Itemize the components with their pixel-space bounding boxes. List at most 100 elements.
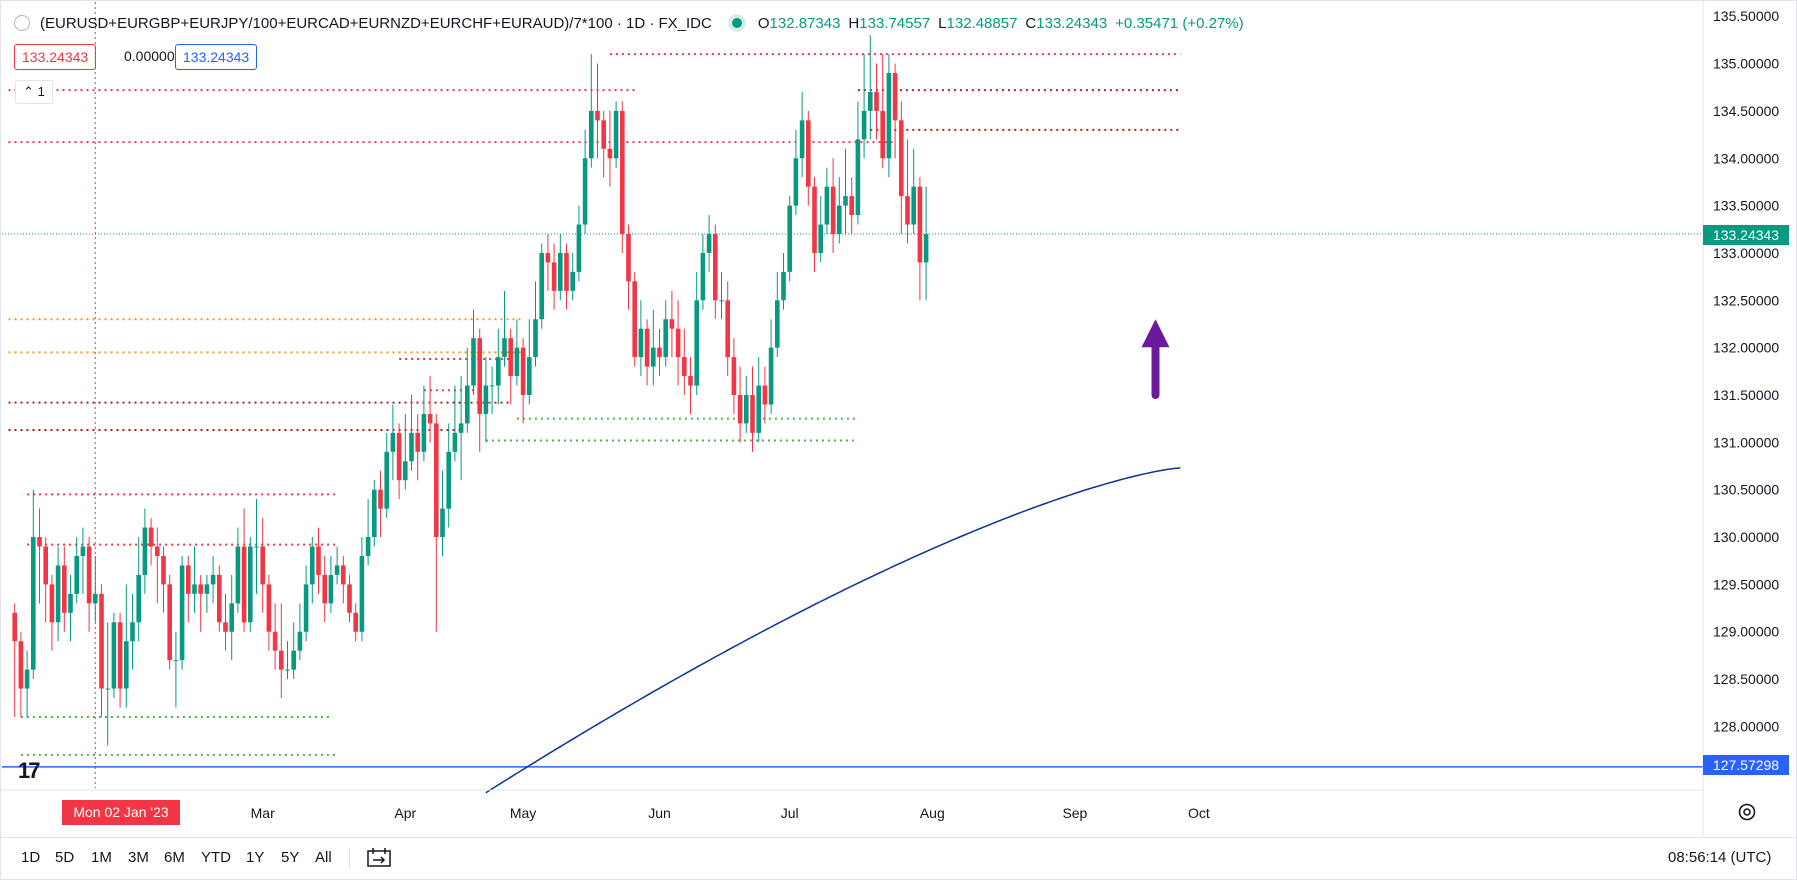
candle-112[interactable] (706, 215, 712, 272)
candle-17[interactable] (117, 612, 123, 708)
candle-106[interactable] (669, 290, 675, 358)
moving-average-line[interactable] (485, 467, 1181, 794)
candle-85[interactable] (539, 243, 544, 329)
range-1d-button[interactable]: 1D (21, 849, 41, 866)
candle-114[interactable] (719, 271, 724, 320)
candle-39[interactable] (254, 499, 259, 594)
candle-21[interactable] (142, 508, 148, 594)
candle-76[interactable] (483, 357, 489, 443)
range-all-button[interactable]: All (315, 849, 332, 866)
candle-91[interactable] (576, 205, 582, 282)
candle-58[interactable] (372, 480, 377, 547)
candle-108[interactable] (682, 328, 687, 395)
candle-18[interactable] (124, 584, 129, 708)
candle-45[interactable] (291, 622, 296, 680)
candle-27[interactable] (179, 555, 185, 670)
candle-113[interactable] (713, 224, 718, 320)
candle-5[interactable] (43, 537, 48, 623)
symbol-logo-icon[interactable] (14, 15, 30, 31)
candle-13[interactable] (93, 555, 98, 623)
candle-129[interactable] (812, 177, 817, 272)
candle-55[interactable] (353, 603, 358, 642)
candle-59[interactable] (378, 470, 383, 538)
candle-104[interactable] (657, 328, 662, 377)
candle-36[interactable] (235, 527, 241, 613)
candle-31[interactable] (204, 574, 210, 613)
candle-49[interactable] (316, 527, 321, 594)
candle-128[interactable] (806, 110, 811, 206)
candle-6[interactable] (49, 574, 55, 651)
candle-9[interactable] (68, 574, 73, 642)
candle-138[interactable] (868, 35, 873, 140)
candle-60[interactable] (384, 432, 389, 519)
candle-97[interactable] (613, 101, 619, 168)
candle-44[interactable] (285, 641, 290, 680)
candle-42[interactable] (272, 603, 278, 670)
candle-63[interactable] (403, 413, 408, 490)
candle-109[interactable] (688, 357, 693, 414)
candle-46[interactable] (297, 603, 303, 661)
candle-74[interactable] (471, 309, 476, 395)
candle-96[interactable] (607, 110, 613, 187)
candle-70[interactable] (446, 423, 451, 528)
candle-56[interactable] (359, 537, 365, 642)
candle-71[interactable] (452, 385, 458, 462)
candle-120[interactable] (756, 357, 761, 443)
candle-92[interactable] (582, 129, 588, 235)
candle-99[interactable] (626, 224, 631, 310)
candle-95[interactable] (601, 110, 606, 178)
candle-140[interactable] (880, 54, 885, 168)
range-1y-button[interactable]: 1Y (246, 849, 265, 866)
candle-67[interactable] (427, 376, 433, 443)
candle-75[interactable] (477, 328, 482, 452)
candle-10[interactable] (74, 537, 79, 604)
candle-2[interactable] (24, 650, 30, 717)
candle-78[interactable] (496, 328, 501, 405)
candle-64[interactable] (409, 395, 414, 471)
candle-14[interactable] (99, 584, 104, 717)
candle-41[interactable] (266, 574, 272, 651)
candle-4[interactable] (37, 508, 42, 604)
candle-147[interactable] (923, 186, 929, 301)
candle-48[interactable] (310, 537, 315, 604)
range-5d-button[interactable]: 5D (55, 849, 75, 866)
candle-103[interactable] (651, 309, 656, 386)
candle-123[interactable] (775, 271, 780, 358)
candle-28[interactable] (186, 555, 191, 623)
candle-32[interactable] (210, 555, 216, 604)
candle-146[interactable] (917, 177, 923, 301)
candle-98[interactable] (620, 101, 625, 253)
candle-65[interactable] (415, 413, 420, 481)
candle-101[interactable] (638, 300, 644, 377)
candle-102[interactable] (644, 319, 650, 386)
symbol-title[interactable]: (EURUSD+EURGBP+EURJPY/100+EURCAD+EURNZD+… (40, 14, 712, 32)
candle-119[interactable] (750, 366, 755, 452)
candle-52[interactable] (334, 546, 340, 585)
candle-23[interactable] (155, 527, 160, 604)
candle-26[interactable] (173, 631, 179, 708)
range-3m-button[interactable]: 3M (128, 849, 149, 866)
candle-139[interactable] (874, 63, 879, 140)
candle-73[interactable] (465, 347, 470, 433)
candle-82[interactable] (520, 338, 526, 424)
candle-137[interactable] (861, 54, 867, 159)
candle-11[interactable] (80, 527, 86, 594)
candle-131[interactable] (824, 167, 830, 235)
candle-93[interactable] (589, 54, 594, 168)
candle-132[interactable] (830, 158, 836, 253)
candle-15[interactable] (105, 622, 110, 746)
candle-19[interactable] (130, 593, 135, 670)
candle-118[interactable] (744, 376, 749, 433)
candle-124[interactable] (781, 252, 786, 310)
candle-51[interactable] (328, 555, 334, 613)
candle-57[interactable] (365, 499, 371, 566)
candle-20[interactable] (136, 537, 141, 642)
candle-84[interactable] (533, 281, 538, 367)
candle-79[interactable] (502, 290, 507, 367)
candle-133[interactable] (837, 177, 842, 244)
candle-25[interactable] (167, 574, 172, 670)
candle-8[interactable] (62, 546, 67, 632)
utc-clock[interactable]: 08:56:14 (UTC) (1668, 849, 1772, 866)
candle-12[interactable] (86, 537, 92, 632)
